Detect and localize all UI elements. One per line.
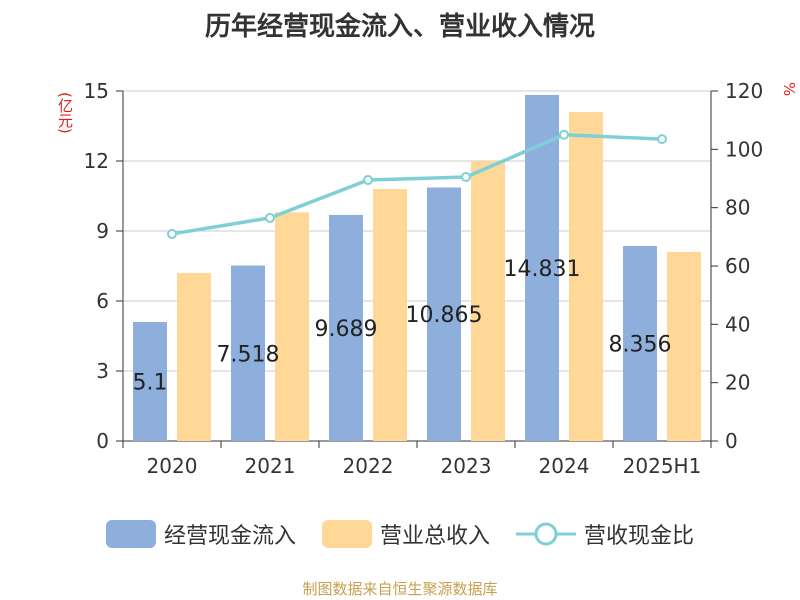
legend: 经营现金流入 营业总收入 营收现金比 <box>0 516 800 552</box>
chart-title: 历年经营现金流入、营业收入情况 <box>204 12 595 42</box>
data-label-cash-inflow: 5.1 <box>133 371 168 396</box>
x-axis-tick-label: 2022 <box>343 454 394 478</box>
data-label-cash-inflow: 7.518 <box>217 342 280 367</box>
bar-cash-inflow <box>525 94 559 442</box>
bar-revenue <box>667 252 701 441</box>
legend-item-cash-inflow[interactable]: 经营现金流入 <box>105 518 296 550</box>
left-axis-tick-label: 15 <box>84 79 109 103</box>
data-label-cash-inflow: 10.865 <box>406 303 483 328</box>
legend-item-revenue[interactable]: 营业总收入 <box>321 518 490 550</box>
right-axis-unit: % <box>780 82 798 97</box>
left-axis-tick-label: 9 <box>96 219 109 243</box>
legend-swatch-cash-inflow <box>105 520 156 548</box>
right-axis-tick-label: 20 <box>725 371 750 395</box>
ratio-point <box>167 228 177 239</box>
ratio-point <box>461 172 471 183</box>
bar-cash-inflow <box>329 214 363 441</box>
bar-cash-inflow <box>427 187 461 441</box>
ratio-line <box>171 132 663 236</box>
bar-cash-inflow <box>623 246 657 441</box>
right-axis-tick-label: 40 <box>725 312 750 336</box>
bar-cash-inflow <box>231 265 265 441</box>
bar-revenue <box>275 212 309 441</box>
left-axis-tick-label: 0 <box>96 429 109 453</box>
left-axis-unit: (亿元) <box>56 92 74 134</box>
legend-line-marker-icon <box>516 522 576 546</box>
bar-cash-inflow <box>133 322 167 441</box>
legend-label-revenue: 营业总收入 <box>379 524 490 549</box>
bar-revenue <box>373 189 407 441</box>
data-label-cash-inflow: 14.831 <box>504 257 581 282</box>
ratio-point <box>363 174 373 185</box>
legend-item-ratio[interactable]: 营收现金比 <box>516 518 694 550</box>
source-note: 制图数据来自恒生聚源数据库 <box>302 580 498 598</box>
right-axis-tick-label: 60 <box>725 254 750 278</box>
data-label-cash-inflow: 9.689 <box>315 317 378 342</box>
bar-revenue <box>471 161 505 441</box>
bar-revenue <box>177 273 211 441</box>
right-axis-tick-label: 100 <box>725 137 763 161</box>
right-axis-tick-label: 120 <box>725 79 763 103</box>
right-axis-tick-label: 0 <box>725 429 738 453</box>
x-axis-tick-label: 2024 <box>539 454 590 478</box>
right-axis-tick-label: 80 <box>725 196 750 220</box>
bar-revenue <box>569 112 603 441</box>
data-label-cash-inflow: 8.356 <box>609 333 672 358</box>
legend-swatch-revenue <box>321 520 372 548</box>
x-axis-tick-label: 2025H1 <box>623 454 702 478</box>
x-axis-tick-label: 2020 <box>147 454 198 478</box>
legend-label-ratio: 营收现金比 <box>584 524 695 549</box>
ratio-point <box>559 129 569 140</box>
left-axis-tick-label: 6 <box>96 289 109 313</box>
legend-label-cash-inflow: 经营现金流入 <box>163 524 296 549</box>
x-axis-tick-label: 2021 <box>245 454 296 478</box>
ratio-point <box>265 212 275 223</box>
ratio-point <box>657 134 667 145</box>
left-axis-tick-label: 12 <box>84 149 109 173</box>
left-axis-tick-label: 3 <box>96 359 109 383</box>
x-axis-tick-label: 2023 <box>441 454 492 478</box>
